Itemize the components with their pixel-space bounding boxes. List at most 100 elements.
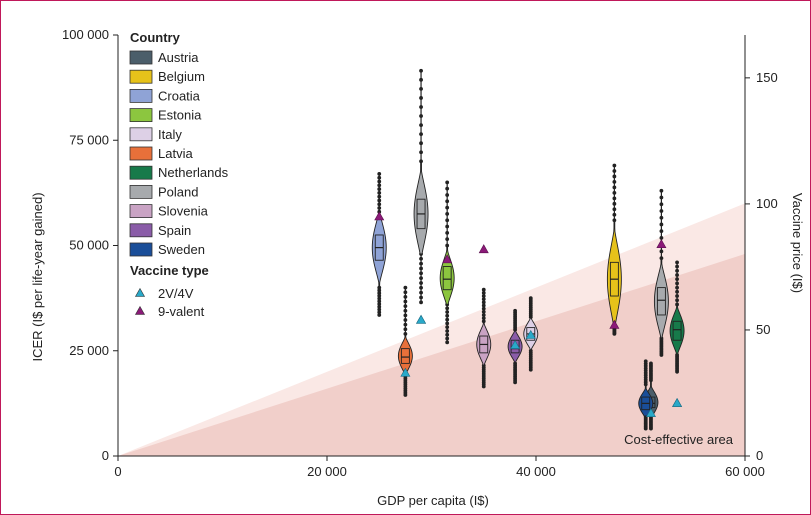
legend-swatch bbox=[129, 165, 153, 180]
violin-outlier-dot bbox=[419, 281, 423, 285]
violin-outlier-dot bbox=[445, 193, 450, 197]
legend-swatch bbox=[129, 204, 153, 219]
price-marker-9valent bbox=[656, 239, 667, 249]
violin-outlier-dot bbox=[675, 289, 679, 294]
violin-group bbox=[669, 260, 685, 374]
violin-outlier-dot bbox=[612, 174, 617, 179]
violin-outlier-dot bbox=[675, 294, 679, 298]
y-tick-label: 75 000 bbox=[69, 132, 109, 147]
violin-outlier-dot bbox=[419, 150, 423, 155]
violin-outlier-dot bbox=[675, 298, 679, 303]
violin-outlier-dot bbox=[419, 105, 423, 109]
violin-outlier-dot bbox=[481, 313, 486, 317]
x-tick-label: 60 000 bbox=[725, 464, 765, 479]
violin-outlier-dot bbox=[403, 327, 408, 332]
violin-outlier-dot bbox=[377, 291, 382, 295]
violins-layer bbox=[371, 68, 685, 431]
violin-box bbox=[400, 348, 410, 364]
violin-outlier-dot bbox=[612, 163, 617, 168]
violin-outlier-dot bbox=[659, 222, 664, 227]
violin-outlier-dot bbox=[481, 297, 486, 302]
legend-vaccine-title: Vaccine type bbox=[130, 263, 209, 278]
y2-tick-label: 0 bbox=[756, 448, 763, 463]
violin-outlier-dot bbox=[612, 185, 617, 190]
legend-label: Netherlands bbox=[158, 165, 229, 180]
violin-outlier-dot bbox=[377, 302, 382, 306]
legend-country-title: Country bbox=[130, 30, 181, 45]
legend-label: Austria bbox=[158, 50, 199, 65]
violin-outlier-dot bbox=[445, 237, 450, 242]
legend-swatch bbox=[129, 69, 153, 84]
legend-label: Latvia bbox=[158, 146, 193, 161]
violin-outlier-dot bbox=[481, 287, 486, 292]
legend-vaccine-label: 9-valent bbox=[158, 304, 205, 319]
violin-outlier-dot bbox=[445, 205, 450, 210]
violin-group bbox=[638, 359, 654, 431]
violin-outlier-dot bbox=[419, 132, 423, 137]
price-marker-2v4v bbox=[416, 314, 427, 324]
violin-outlier-dot bbox=[659, 229, 664, 234]
violin-outlier-dot bbox=[675, 285, 679, 290]
violin-group bbox=[653, 188, 669, 357]
violin-outlier-dot bbox=[445, 313, 450, 318]
violin-outlier-dot bbox=[377, 299, 382, 304]
violin-outlier-dot bbox=[377, 198, 382, 203]
price-marker-9valent bbox=[478, 244, 489, 254]
price-marker-2v4v bbox=[672, 397, 683, 407]
violin-group bbox=[476, 287, 492, 389]
legend-swatch bbox=[129, 127, 153, 142]
violin-outlier-dot bbox=[612, 207, 617, 212]
violin-outlier-dot bbox=[659, 236, 664, 240]
violin-outlier-dot bbox=[419, 295, 423, 300]
violin-outlier-dot bbox=[419, 276, 423, 281]
violin-outlier-dot bbox=[445, 317, 450, 322]
violin-outlier-dot bbox=[377, 202, 382, 207]
violin-outlier-dot bbox=[403, 299, 408, 304]
violin-box bbox=[672, 320, 682, 341]
violin-outlier-dot bbox=[377, 206, 382, 210]
y2-tick-label: 150 bbox=[756, 70, 778, 85]
violin-box bbox=[656, 287, 666, 316]
violin-group bbox=[413, 68, 429, 305]
violin-outlier-dot bbox=[403, 322, 408, 327]
violin-outlier-dot bbox=[481, 306, 486, 311]
legend-swatch bbox=[129, 184, 153, 199]
violin-outlier-dot bbox=[675, 273, 679, 277]
violin-outlier-dot bbox=[612, 169, 617, 173]
violin-outlier-dot bbox=[403, 313, 408, 318]
violin-outlier-dot bbox=[513, 308, 517, 313]
y2-tick-label: 50 bbox=[756, 322, 770, 337]
violin-outlier-dot bbox=[419, 271, 423, 276]
violin-outlier-dot bbox=[445, 306, 450, 311]
legend-swatch bbox=[129, 89, 153, 103]
price-marker-2v4v bbox=[400, 367, 411, 377]
violin-outlier-dot bbox=[403, 318, 408, 322]
violin-outlier-dot bbox=[659, 209, 664, 213]
legend-label: Estonia bbox=[158, 108, 202, 123]
legend-swatch bbox=[129, 50, 153, 65]
cost-effective-area-layer bbox=[118, 203, 745, 456]
violin-outlier-dot bbox=[481, 309, 486, 314]
violin-outlier-dot bbox=[419, 300, 423, 305]
violin-outlier-dot bbox=[481, 290, 486, 295]
violin-outlier-dot bbox=[377, 190, 382, 195]
violin-outlier-dot bbox=[377, 183, 382, 188]
violin-outlier-dot bbox=[377, 296, 382, 301]
y-tick-label: 0 bbox=[102, 448, 109, 463]
y2-tick-label: 100 bbox=[756, 196, 778, 211]
legend-label: Italy bbox=[158, 127, 182, 142]
legend-vaccine-marker bbox=[134, 305, 146, 315]
violin-group bbox=[606, 163, 622, 336]
violin-outlier-dot bbox=[612, 196, 617, 201]
violin-outlier-dot bbox=[377, 194, 382, 199]
price-marker-2v4v bbox=[510, 339, 521, 349]
legend-label: Spain bbox=[158, 223, 191, 238]
legend-vaccine-marker bbox=[134, 287, 146, 297]
cost-effective-area-label: Cost-effective area bbox=[624, 432, 734, 447]
violin-outlier-dot bbox=[445, 329, 450, 333]
violin-outlier-dot bbox=[419, 256, 423, 261]
violin-outlier-dot bbox=[403, 308, 408, 313]
violin-outlier-dot bbox=[659, 188, 664, 193]
y-tick-label: 25 000 bbox=[69, 343, 109, 358]
